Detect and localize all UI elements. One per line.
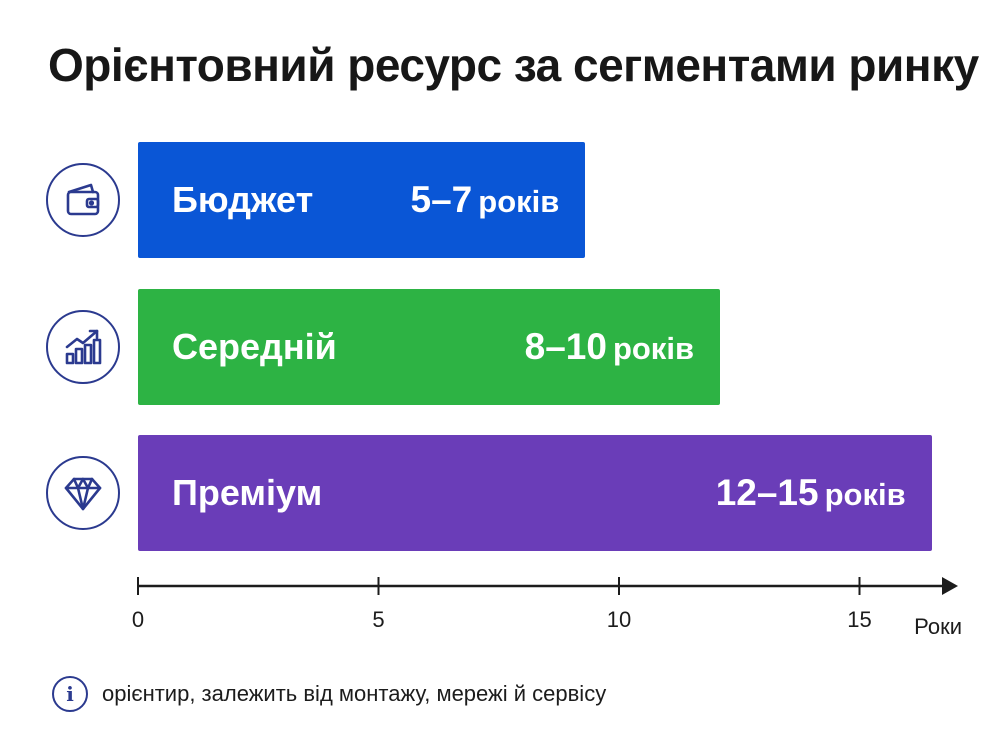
bar-1: Бюджет 5–7 років [138,142,586,258]
bar-value-label: 12–15 років [716,472,906,514]
bar-range: 5–7 [410,179,473,220]
x-axis: 0 5 10 15 Роки [132,577,962,639]
bar-unit: років [478,184,560,219]
footnote: i орієнтир, залежить від монтажу, мережі… [52,676,606,712]
x-axis-label: Роки [914,614,962,639]
tick-label: 5 [372,607,384,632]
bar-label: Преміум [172,472,323,513]
wallet-icon [46,163,120,237]
chart-title: Орієнтовний ресурс за сегментами ринку [48,39,979,91]
bar-label: Бюджет [172,179,314,220]
bar-unit: років [824,477,906,512]
bar-unit: років [612,331,694,366]
info-icon: i [52,676,88,712]
tick-label: 0 [132,607,144,632]
tick-label: 10 [607,607,631,632]
diamond-icon [46,456,120,530]
bar-value-label: 8–10 років [525,326,694,368]
axis-arrow [942,577,958,595]
bar-3: Преміум 12–15 років [138,435,932,551]
bar-range: 12–15 [715,472,819,513]
tick-label: 15 [847,607,871,632]
bar-2: Середній 8–10 років [138,289,720,405]
bar-value-label: 5–7 років [411,179,560,221]
bar-range: 8–10 [524,326,607,367]
bar-label: Середній [172,326,337,367]
growth-chart-icon [46,310,120,384]
footnote-text: орієнтир, залежить від монтажу, мережі й… [102,681,607,706]
